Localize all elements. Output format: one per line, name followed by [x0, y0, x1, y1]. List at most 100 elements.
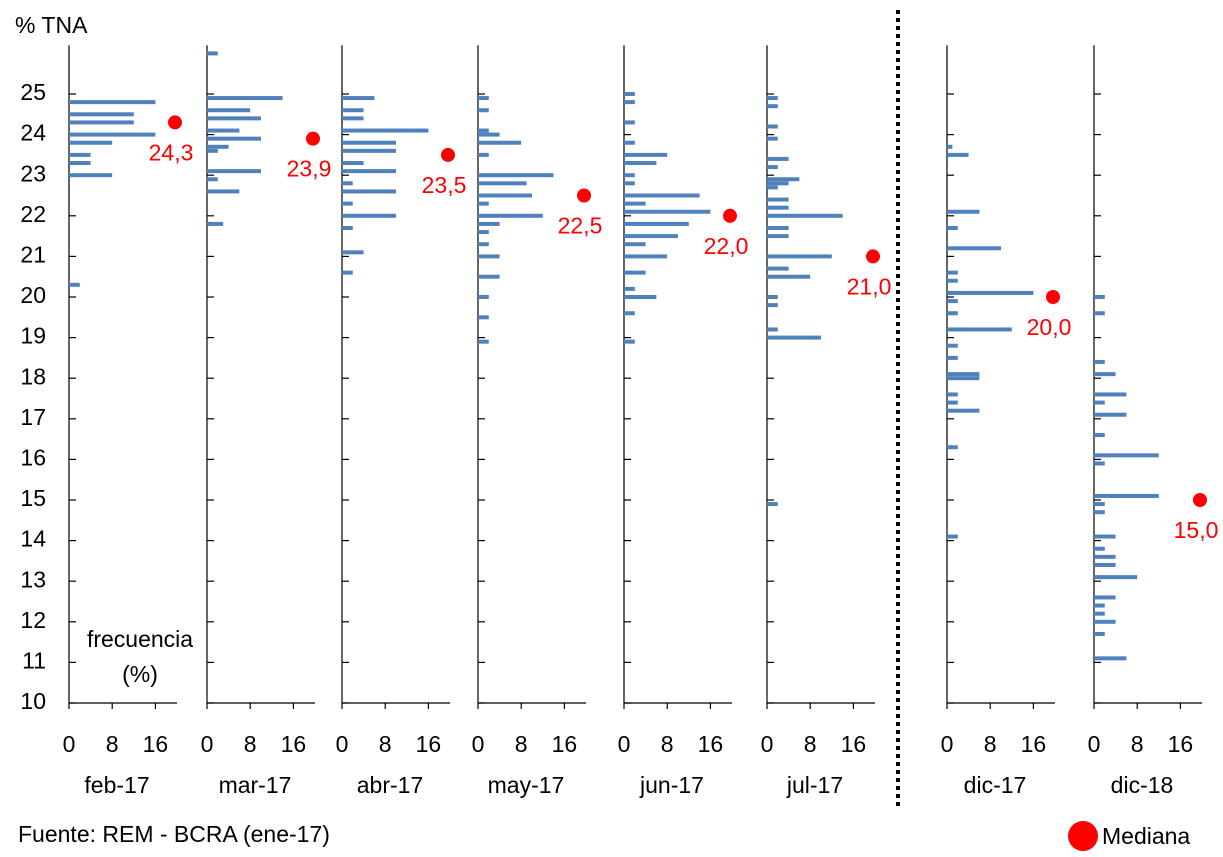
- bar: [624, 152, 668, 157]
- bar: [767, 335, 821, 340]
- median-label: 23,9: [287, 156, 332, 182]
- bar: [1094, 400, 1105, 405]
- bar: [624, 311, 635, 316]
- panel-label: dic-18: [1111, 772, 1174, 798]
- bar: [767, 502, 778, 507]
- bar: [478, 242, 489, 247]
- bar: [1094, 510, 1105, 515]
- bar: [69, 100, 156, 105]
- bar: [342, 148, 396, 153]
- bar: [1094, 461, 1105, 466]
- bar: [342, 181, 353, 186]
- median-label: 22,0: [704, 233, 749, 259]
- bar: [342, 270, 353, 275]
- y-tick-label: 21: [20, 241, 46, 267]
- bar: [1094, 493, 1159, 498]
- bar: [69, 173, 113, 178]
- bar: [478, 295, 489, 299]
- bar: [1094, 595, 1116, 600]
- median-marker: [441, 147, 455, 162]
- x-tick-label: 0: [618, 731, 631, 757]
- bar: [767, 213, 843, 218]
- bar: [624, 339, 635, 344]
- bar: [342, 161, 364, 166]
- x-tick-label: 8: [515, 731, 528, 757]
- bar: [478, 254, 500, 259]
- bar: [947, 376, 980, 381]
- bar: [947, 209, 980, 214]
- bar: [478, 339, 489, 344]
- bar: [624, 193, 700, 198]
- x-tick-label: 16: [416, 731, 442, 757]
- bar: [947, 278, 958, 283]
- median-marker: [306, 131, 320, 146]
- y-tick-label: 25: [20, 79, 46, 105]
- bar: [947, 327, 1012, 332]
- bar: [947, 270, 958, 275]
- y-tick-label: 17: [20, 404, 46, 430]
- bar: [478, 221, 500, 226]
- bar: [624, 209, 711, 214]
- bar: [624, 201, 646, 206]
- bar: [947, 152, 969, 157]
- bar: [1094, 611, 1105, 616]
- median-marker: [723, 208, 737, 223]
- bar: [207, 144, 229, 149]
- legend-marker: [1068, 821, 1098, 851]
- bar: [624, 181, 635, 186]
- bar: [947, 534, 958, 539]
- x-tick-label: 0: [336, 731, 349, 757]
- median-marker: [866, 249, 880, 264]
- bar: [478, 152, 489, 157]
- bar: [767, 274, 811, 279]
- bar: [947, 225, 958, 230]
- bar: [342, 201, 353, 206]
- bar: [1094, 412, 1127, 417]
- bar: [69, 282, 80, 287]
- bar: [947, 311, 958, 316]
- bar: [478, 213, 543, 218]
- y-tick-label: 14: [20, 526, 46, 552]
- bar: [342, 189, 396, 194]
- legend-label: Mediana: [1102, 823, 1190, 849]
- bar: [767, 254, 832, 259]
- bar: [624, 100, 635, 105]
- bar: [69, 132, 156, 137]
- bar: [624, 295, 657, 299]
- bar: [624, 221, 689, 226]
- bar: [947, 343, 958, 348]
- bar: [1094, 372, 1116, 377]
- bar: [1094, 433, 1105, 438]
- bar: [69, 161, 91, 166]
- bar: [478, 173, 554, 178]
- bar: [767, 205, 789, 210]
- bar: [624, 120, 635, 125]
- bar: [1094, 392, 1127, 397]
- bar: [342, 213, 396, 218]
- median-marker: [1193, 493, 1207, 507]
- bar: [947, 246, 1001, 251]
- bar: [767, 295, 778, 299]
- bar: [1094, 631, 1105, 636]
- bar: [207, 189, 240, 194]
- bar: [767, 266, 789, 271]
- median-label: 24,3: [149, 139, 194, 165]
- x-tick-label: 0: [63, 731, 76, 757]
- bar: [767, 234, 789, 239]
- bar: [947, 299, 958, 304]
- bar: [207, 51, 218, 56]
- bar: [947, 355, 958, 360]
- y-tick-label: 20: [20, 282, 46, 308]
- bar: [947, 372, 980, 377]
- bar: [1094, 546, 1105, 551]
- x-tick-label: 16: [1021, 731, 1047, 757]
- x-tick-label: 0: [201, 731, 214, 757]
- bar: [207, 108, 251, 113]
- x-tick-label: 8: [244, 731, 257, 757]
- bar: [342, 169, 396, 174]
- x-tick-label: 8: [1131, 731, 1144, 757]
- bar: [1094, 619, 1116, 624]
- bar: [478, 230, 489, 235]
- x-tick-label: 8: [661, 731, 674, 757]
